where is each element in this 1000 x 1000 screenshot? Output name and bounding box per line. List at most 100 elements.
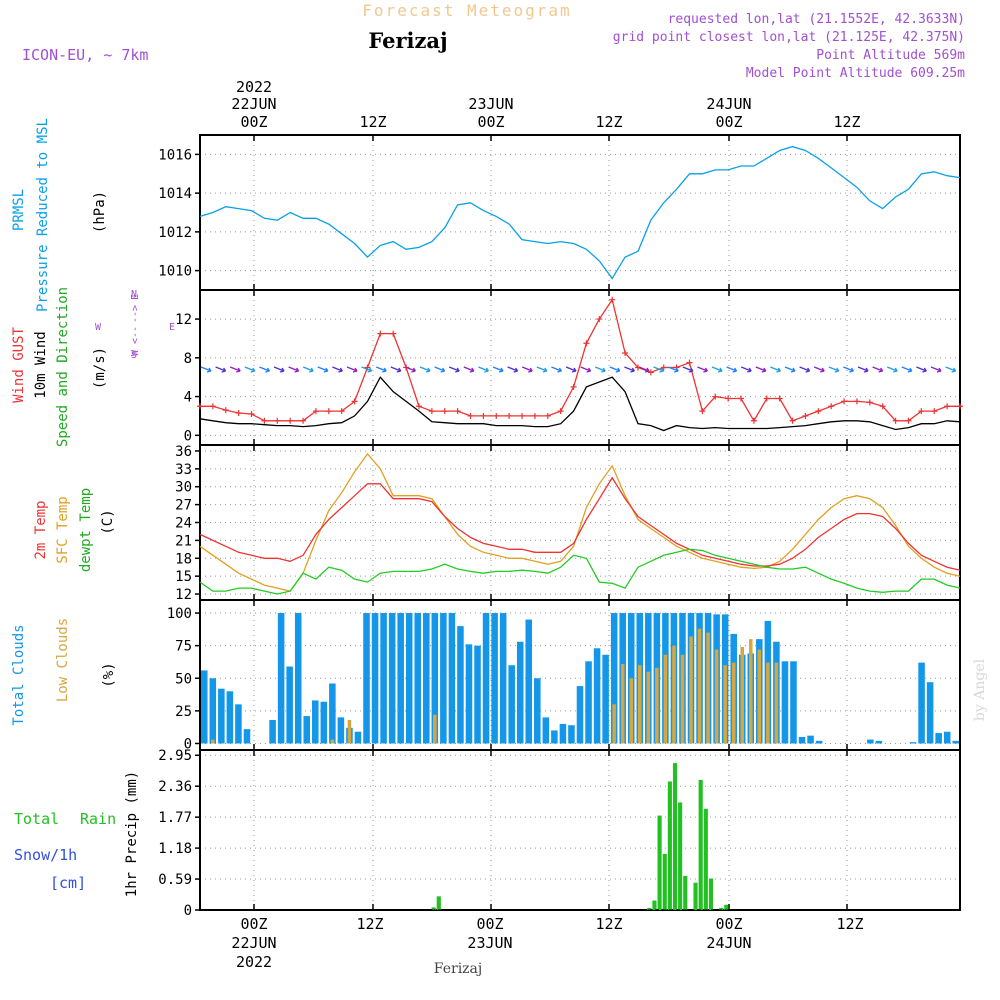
gust-marker	[583, 340, 590, 347]
y-tick-label: 30	[175, 480, 192, 496]
precip-bar	[724, 904, 729, 910]
y-tick-label: 1.77	[158, 810, 192, 826]
gust-marker	[506, 412, 513, 419]
wind-direction-arrow	[667, 366, 679, 373]
wind-direction-arrow	[536, 366, 548, 373]
gust-marker	[390, 330, 397, 337]
low-cloud-bar	[433, 714, 437, 744]
gust-marker	[428, 408, 435, 415]
top-axis-hour: 12Z	[359, 113, 386, 131]
total-cloud-bar	[388, 613, 396, 744]
y-tick-label: 1014	[158, 186, 192, 202]
y-tick-label: 1012	[158, 225, 192, 241]
credit-watermark: by Angel	[972, 658, 988, 721]
low-cloud-bar	[689, 636, 693, 744]
total-cloud-bar	[414, 613, 422, 744]
wind-direction-arrow	[697, 366, 708, 373]
gust-marker	[879, 403, 886, 410]
y-tick-label: 8	[184, 351, 192, 367]
total-cloud-bar	[465, 644, 473, 744]
total-cloud-bar	[457, 626, 464, 744]
gust-marker	[776, 395, 783, 402]
wind-direction-arrow	[215, 366, 227, 373]
bottom-axis-hour: 12Z	[595, 915, 622, 933]
gust-marker	[493, 412, 500, 419]
temp-panel-labels: 2m Temp SFC Temp dewpt Temp (C)	[33, 488, 116, 572]
gust-marker	[441, 408, 448, 415]
gust-marker	[892, 417, 899, 424]
total-cloud-bar	[243, 729, 251, 744]
y-tick-label: 75	[175, 639, 192, 655]
chart-title: Forecast Meteogram	[362, 1, 571, 20]
low-cloud-bar	[740, 646, 745, 744]
wind-direction-arrow	[361, 366, 373, 373]
grid-coords: grid point closest lon,lat (21.125E, 42.…	[613, 30, 965, 45]
low-clouds-label: Low Clouds	[55, 618, 71, 702]
wind-panel: 0 4 8 12	[175, 289, 963, 446]
top-axis-hour: 12Z	[833, 113, 860, 131]
pressure-panel: 1010 1012 1014 1016	[158, 134, 961, 291]
y-tick-label: 0	[184, 428, 192, 444]
wind-direction-arrow	[434, 366, 446, 373]
total-cloud-bar	[491, 613, 498, 744]
low-cloud-bar	[672, 645, 676, 744]
wind-direction-arrow	[346, 366, 358, 373]
total-cloud-bar	[235, 704, 242, 744]
compass-w: W	[130, 349, 141, 356]
top-axis-date: 22JUN	[231, 95, 276, 113]
sfc-temp-label: SFC Temp	[55, 496, 71, 563]
point-altitude: Point Altitude 569m	[816, 48, 965, 63]
compass-w-side: W	[95, 322, 102, 333]
pressure-series	[199, 145, 961, 280]
gust-marker	[312, 408, 319, 415]
wind-panel-labels: Wind GUST 10m Wind Speed and Direction (…	[11, 287, 175, 447]
bottom-axis-hour: 12Z	[356, 915, 383, 933]
low-cloud-bar	[211, 739, 215, 744]
pressure-label-short: PRMSL	[11, 189, 27, 231]
panel-frame	[199, 134, 961, 291]
precip-bar	[678, 802, 683, 910]
precip-bar	[667, 781, 672, 910]
top-axis-hour: 12Z	[595, 113, 622, 131]
model-label: ICON-EU, ~ 7km	[22, 46, 148, 64]
wind-direction-arrow	[492, 366, 504, 373]
total-cloud-bar	[610, 613, 618, 744]
wind-direction-arrow	[682, 366, 694, 373]
gust-marker	[931, 408, 938, 415]
wind-direction-arrow	[478, 366, 489, 373]
total-cloud-bar	[320, 701, 328, 744]
wind-direction-arrow	[375, 366, 387, 373]
gust-marker	[222, 407, 229, 414]
low-cloud-bar	[680, 654, 685, 744]
top-axis-hour: 00Z	[715, 113, 742, 131]
low-cloud-bar	[612, 704, 616, 744]
compass-e-side: E	[169, 322, 175, 333]
wind-direction-arrow	[916, 366, 927, 373]
wind-direction-arrow	[828, 366, 840, 373]
precip-bar	[657, 815, 662, 910]
total-cloud-bar	[482, 613, 490, 744]
total-cloud-bar	[440, 613, 447, 744]
gust-marker	[338, 408, 345, 415]
total-cloud-bar	[909, 742, 917, 744]
low-cloud-bar	[629, 678, 634, 744]
low-cloud-bar	[655, 667, 659, 744]
snow-label: Snow/1h	[14, 846, 77, 864]
wind-direction-arrow	[565, 366, 577, 373]
wind-direction-arrow	[390, 366, 402, 373]
low-cloud-bar	[757, 649, 762, 744]
requested-coords: requested lon,lat (21.1552E, 42.3633N)	[668, 12, 965, 27]
wind-direction-arrow	[930, 366, 942, 373]
precip-bar	[662, 853, 667, 910]
total-cloud-bar	[448, 613, 456, 744]
precip-bar	[647, 907, 652, 910]
sfc-temp-series	[199, 452, 961, 592]
y-tick-label: 0.59	[158, 872, 192, 888]
wind-series	[199, 376, 961, 432]
gust-marker	[699, 408, 706, 415]
wind-direction-arrow	[726, 366, 738, 373]
total-clouds-label: Total Clouds	[11, 624, 27, 725]
panels-layer: 1010101210141016048121215182124273033360…	[158, 134, 963, 919]
